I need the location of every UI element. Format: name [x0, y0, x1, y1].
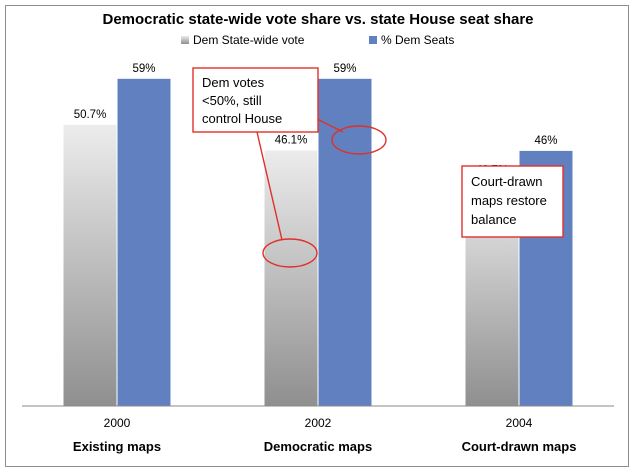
callout-1-circle-vote — [262, 238, 318, 268]
x-ticks-layer: 2000 Existing maps 2002 Democratic maps 2004… — [73, 416, 576, 454]
callout-1-line-3: control House — [202, 111, 282, 126]
x-tick-2002: 2002 — [305, 416, 332, 430]
bar-vote-2000 — [63, 124, 117, 407]
bar-seats-2000 — [117, 78, 171, 407]
callout-1-connector-b — [314, 117, 344, 133]
callout-1-circle-seats — [331, 125, 387, 155]
annotations-layer: Dem votes <50%, still control House Cour… — [192, 67, 564, 268]
group-label-2004: Court-drawn maps — [462, 439, 577, 454]
label-seats-2002: 59% — [333, 63, 356, 75]
callout-1-connector-a — [256, 131, 283, 241]
x-tick-2000: 2000 — [104, 416, 131, 430]
legend-swatch-seats — [369, 36, 377, 44]
legend-label-seats: % Dem Seats — [381, 33, 454, 47]
legend-label-vote: Dem State-wide vote — [193, 33, 305, 47]
label-vote-2000: 50.7% — [74, 109, 107, 121]
group-label-2000: Existing maps — [73, 439, 161, 454]
callout-1-box — [192, 67, 319, 133]
callout-1-line-1: Dem votes — [202, 75, 265, 90]
callout-2-line-3: balance — [471, 212, 517, 227]
callout-2-line-2: maps restore — [471, 193, 547, 208]
bar-vote-2002 — [264, 150, 318, 406]
bar-seats-2002 — [318, 78, 372, 407]
chart-title: Democratic state-wide vote share vs. sta… — [102, 11, 533, 28]
legend: Dem State-wide vote % Dem Seats — [181, 33, 454, 47]
x-tick-2004: 2004 — [506, 416, 533, 430]
label-vote-2002: 46.1% — [275, 134, 308, 146]
legend-swatch-vote — [181, 36, 189, 44]
callout-2-line-1: Court-drawn — [471, 174, 543, 189]
callout-2-box — [461, 165, 564, 238]
group-label-2002: Democratic maps — [264, 439, 372, 454]
callout-1-line-2: <50%, still — [202, 93, 262, 108]
label-seats-2000: 59% — [132, 63, 155, 75]
label-seats-2004: 46% — [534, 135, 557, 147]
